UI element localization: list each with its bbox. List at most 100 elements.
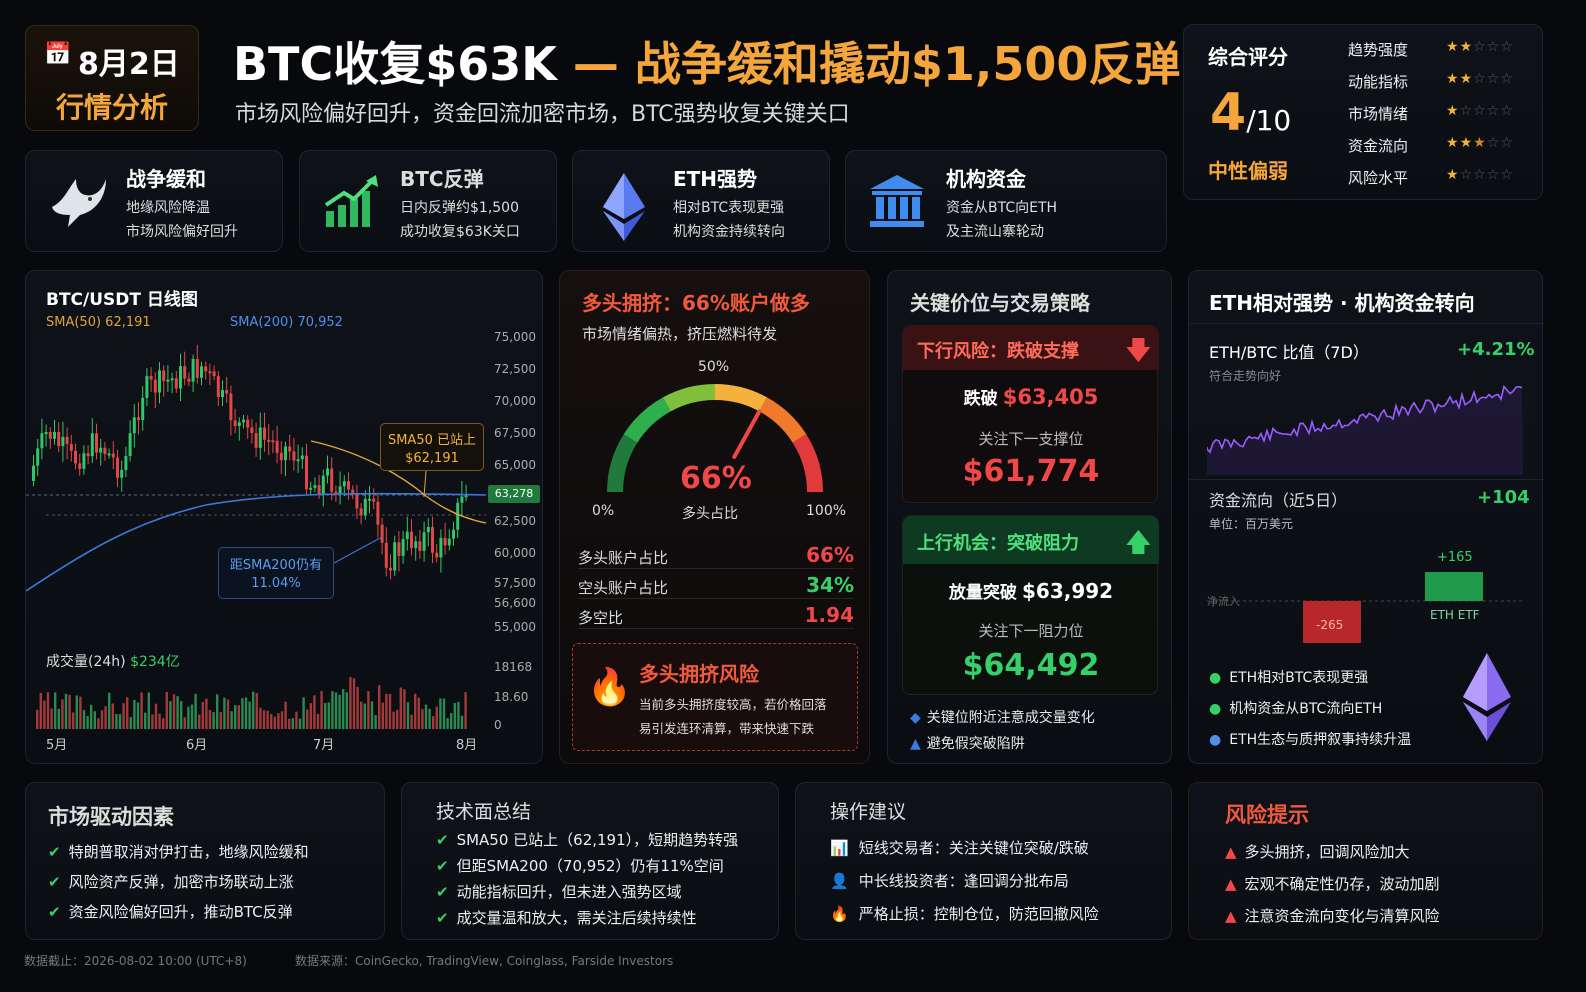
candle-body (183, 366, 187, 379)
volume-bar (237, 705, 240, 729)
candle-body (393, 542, 397, 571)
candle-body (439, 538, 443, 558)
volume-bar (129, 717, 132, 729)
candle-body (317, 485, 321, 495)
candle-body (376, 501, 380, 525)
sentiment-row-label: 空头账户占比 (578, 579, 669, 597)
metric-row: 资金流向 ★★★☆☆ (1348, 133, 1528, 157)
highlight-title: 机构资金 (946, 167, 1026, 191)
sma50-line (310, 440, 487, 524)
volume-bar (453, 703, 456, 729)
volume-bar (259, 707, 262, 729)
candle-body (128, 433, 132, 457)
risk-item-text: 注意资金流向变化与清算风险 (1244, 907, 1440, 925)
volume-bar (277, 713, 280, 729)
candle-body (347, 481, 350, 490)
volume-bar (367, 691, 370, 729)
highlight-line1: 资金从BTC向ETH (946, 200, 1058, 216)
volume-bar (342, 689, 345, 729)
drivers-card: 市场驱动因素 ✔ 特朗普取消对伊打击，地缘风险缓和 ✔ 风险资产反弹，加密市场联动上涨… (25, 782, 385, 940)
candle-body (292, 451, 296, 461)
risk-card: 风险提示 ▲ 多头拥挤，回调风险加大 ▲ 宏观不确定性仍存，波动加剧 ▲ 注意资金流向变化… (1188, 782, 1543, 940)
volume-bar (151, 714, 154, 729)
candle-body (279, 452, 283, 461)
checklist-item: ✔ SMA50 已站上（62,191），短期趋势转强 (436, 829, 738, 850)
sentiment-row: 空头账户占比 34% (578, 571, 854, 599)
volume-bar (176, 696, 179, 729)
volume-bar (54, 692, 57, 729)
volume-bar (234, 705, 237, 729)
volume-bar (295, 711, 298, 729)
volume-bar (241, 698, 244, 729)
candle-body (431, 527, 434, 553)
candle-body (330, 468, 334, 492)
gauge-value: 66% (680, 461, 752, 496)
downside-trigger-price: $63,405 (1002, 385, 1099, 409)
candle-body (401, 539, 405, 556)
volume-bar (61, 699, 64, 729)
tech-title: 技术面总结 (436, 801, 532, 823)
candle-body (267, 439, 271, 442)
sma50-annotation-line2: $62,191 (405, 451, 459, 466)
flow-bar-positive-label: +165 (1437, 550, 1473, 565)
downside-next-label: 关注下一支撑位 (978, 430, 1084, 448)
calendar-icon: 📅 (44, 42, 72, 67)
title-main: BTC收复$63K (233, 37, 557, 91)
highlight-line1: 日内反弹约$1,500 (400, 200, 519, 216)
downside-trigger-label: 跌破 (963, 389, 998, 409)
volume-bar (223, 697, 226, 729)
eth-bullet-text: ETH生态与质押叙事持续升温 (1229, 732, 1412, 748)
candle-body (380, 524, 384, 543)
gauge-segment (607, 434, 638, 493)
risk-title: 风险提示 (1225, 803, 1309, 827)
upside-next-label: 关注下一阻力位 (978, 622, 1084, 640)
sma200-annotation-connector (333, 536, 383, 564)
volume-bar (460, 715, 464, 729)
candle-body (456, 502, 460, 530)
sma200-legend: SMA(200) 70,952 (230, 315, 343, 330)
volume-bar (198, 714, 201, 729)
sma50-annotation-connector (423, 470, 427, 498)
candle-body (288, 446, 292, 452)
sentiment-row-value: 66% (806, 543, 854, 567)
highlight-line1: 相对BTC表现更强 (673, 200, 785, 216)
metric-stars: ★★★☆☆ (1446, 135, 1514, 151)
gauge-segment (759, 397, 807, 443)
eth-card-title: ETH相对强势 · 机构资金转向 (1209, 291, 1475, 315)
metric-row: 市场情绪 ★☆☆☆☆ (1348, 101, 1528, 125)
metric-stars: ★☆☆☆☆ (1446, 167, 1514, 183)
volume-bar (309, 703, 312, 729)
downside-trigger: 跌破 $63,405 (903, 384, 1159, 409)
volume-caption: 成交量(24h) (46, 654, 126, 670)
candle-body (334, 491, 338, 494)
y-tick-label: 60,000 (494, 546, 536, 560)
warning-title: 多头拥挤风险 (639, 662, 759, 686)
volume-bar (122, 703, 125, 729)
gauge-segment (623, 397, 671, 443)
volume-bar (82, 710, 86, 729)
volume-bar (273, 716, 276, 729)
candle-body (246, 419, 250, 428)
sentiment-row: 多头账户占比 66% (578, 541, 854, 569)
y-tick-label: 75,000 (494, 330, 536, 344)
candle-body (225, 390, 229, 394)
candle-body (233, 420, 237, 426)
highlight-line2: 成功收复$63K关口 (400, 224, 520, 240)
risk-item-text: 宏观不确定性仍存，波动加剧 (1244, 875, 1440, 893)
sma50-legend: SMA(50) 62,191 (46, 315, 151, 330)
ops-item: 🔥 严格止损：控制仓位，防范回撤风险 (830, 903, 1099, 924)
volume-bar (219, 712, 222, 729)
volume-bar (104, 706, 107, 729)
volume-label: 成交量(24h) $234亿 (46, 651, 180, 671)
candle-body (78, 463, 82, 469)
gauge-min-label: 0% (592, 503, 615, 519)
eth-bullet-text: ETH相对BTC表现更强 (1229, 670, 1369, 686)
volume-bar (79, 696, 82, 729)
candle-body (86, 453, 90, 457)
crowding-warning: 🔥 多头拥挤风险 当前多头拥挤度较高，若价格回落 易引发连环清算，带来快速下跌 (572, 643, 858, 751)
volume-bar (331, 691, 334, 729)
candle-body (435, 552, 439, 558)
highlight-line1: 地缘风险降温 (126, 200, 210, 216)
sma200-line (26, 492, 487, 592)
